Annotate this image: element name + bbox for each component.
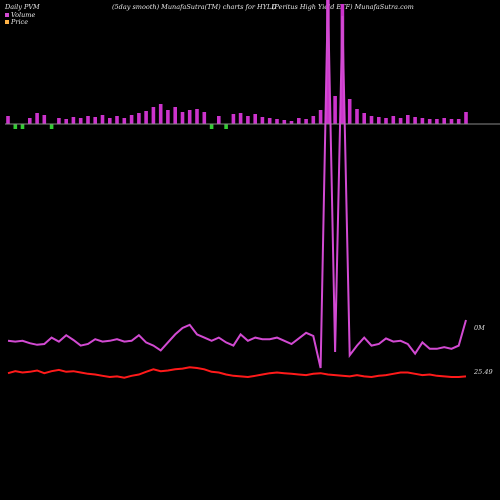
volume-bar (137, 113, 141, 124)
legend-price: Price (5, 18, 28, 26)
volume-bar (377, 117, 381, 124)
volume-bar (449, 119, 454, 124)
volume-bar (35, 113, 39, 124)
volume-bar (144, 111, 148, 124)
volume-bar (20, 124, 25, 129)
volume-bar (28, 118, 32, 124)
volume-line (7, 0, 467, 369)
volume-bar (224, 124, 228, 129)
volume-bar (71, 117, 76, 124)
volume-bar (326, 0, 330, 124)
volume-bar (340, 4, 345, 124)
volume-bar (406, 115, 410, 124)
volume-bar (464, 112, 468, 124)
volume-bar (64, 119, 68, 124)
volume-bar (78, 118, 83, 124)
volume-bar (49, 124, 54, 129)
chart-title-left: Daily PVM (5, 3, 40, 11)
volume-bar (115, 116, 119, 124)
volume-bar (267, 118, 272, 124)
volume-bar (435, 119, 439, 124)
volume-bar (86, 116, 90, 124)
legend-price-swatch (5, 20, 9, 24)
volume-bar (93, 117, 97, 124)
volume-bar (231, 114, 236, 124)
volume-axis-label: 0M (474, 324, 485, 332)
volume-bar (42, 115, 47, 124)
volume-bar (413, 117, 417, 124)
volume-bar (173, 107, 177, 124)
volume-bar (275, 119, 279, 124)
legend-volume: Volume (5, 11, 35, 19)
volume-bar (122, 118, 127, 124)
volume-bar (217, 116, 221, 124)
chart-title-middle: (5day smooth) MunafaSutra(TM) charts for… (112, 3, 277, 11)
volume-bar (202, 112, 207, 124)
volume-bar (151, 107, 156, 124)
volume-bar (100, 115, 105, 124)
volume-bar (282, 120, 287, 124)
volume-bar (246, 116, 250, 124)
legend-volume-swatch (5, 13, 9, 17)
volume-bar (318, 110, 323, 124)
volume-bar (427, 119, 432, 124)
volume-bar (369, 116, 374, 124)
volume-bar (355, 109, 359, 124)
volume-bar (108, 118, 112, 124)
price-line (7, 366, 467, 379)
volume-bar (347, 99, 352, 124)
volume-bar (333, 96, 337, 124)
volume-bar (442, 118, 446, 124)
volume-bar (253, 114, 257, 124)
volume-bar (57, 118, 61, 124)
volume-bar (260, 117, 265, 124)
volume-bar (311, 116, 316, 124)
volume-bar (297, 118, 301, 124)
volume-bar (384, 118, 388, 124)
volume-bar (6, 116, 10, 124)
volume-bar (158, 104, 163, 124)
volume-bar (187, 110, 192, 124)
volume-bars (6, 0, 468, 129)
legend-volume-label: Volume (11, 11, 36, 19)
volume-bar (304, 119, 308, 124)
volume-bar (362, 113, 366, 124)
volume-bar (195, 109, 199, 124)
volume-bar (13, 124, 18, 129)
volume-bar (238, 113, 243, 124)
volume-bar (180, 112, 185, 124)
volume-bar (420, 118, 425, 124)
volume-bar (398, 118, 403, 124)
volume-bar (391, 116, 396, 124)
volume-bar (129, 115, 134, 124)
volume-bar (166, 110, 170, 124)
price-axis-label: 25.49 (473, 368, 493, 376)
volume-bar (289, 121, 294, 124)
legend-price-label: Price (11, 18, 29, 26)
volume-bar (209, 124, 214, 129)
volume-bar (456, 119, 461, 124)
